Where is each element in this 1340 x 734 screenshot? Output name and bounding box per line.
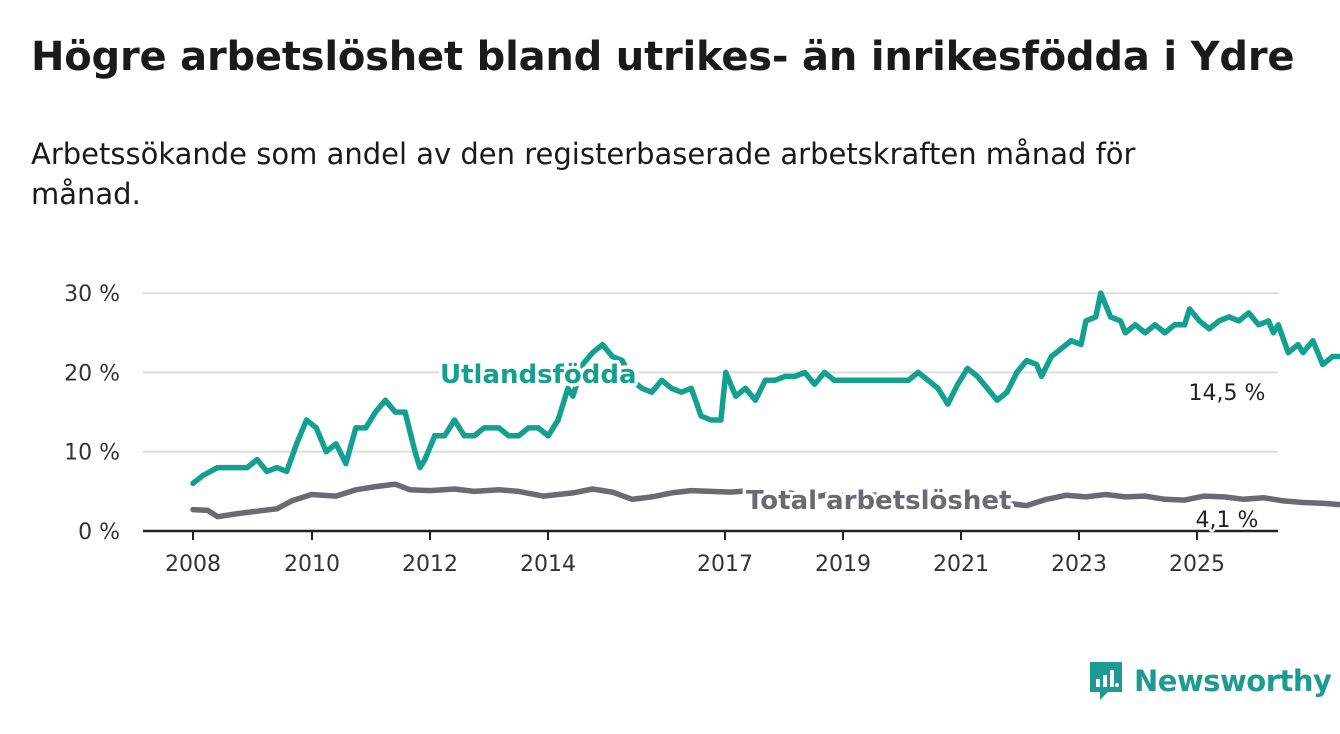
line-chart: 0 % 10 % 20 % 30 % 2008 2010 2012 2014 2017 2019…: [64, 282, 1340, 577]
series-label-total: Total arbetslöshet: [746, 486, 1011, 516]
x-tick-label: 2025: [1169, 552, 1225, 577]
y-axis: 0 % 10 % 20 % 30 %: [64, 282, 120, 545]
x-tick-label: 2012: [402, 552, 458, 577]
x-tick-label: 2021: [933, 552, 989, 577]
x-tick-label: 2014: [520, 552, 576, 577]
series-lines: [190, 290, 1340, 520]
y-tick-label: 20 %: [64, 361, 120, 386]
x-tick-label: 2008: [165, 552, 221, 577]
newsworthy-logo-icon: [1090, 662, 1122, 700]
y-tick-label: 10 %: [64, 441, 120, 466]
end-value-label-foreign_born: 14,5 %: [1189, 381, 1266, 406]
series-labels: Utlandsfödda Total arbetslöshet 14,5 % 4,1 …: [437, 357, 1268, 536]
x-tick-label: 2023: [1051, 552, 1107, 577]
series-line-total: [190, 481, 1340, 520]
gridlines: [143, 292, 1278, 533]
x-tick-label: 2017: [697, 552, 753, 577]
series-line-foreign_born: [190, 290, 1340, 487]
x-tick-label: 2010: [284, 552, 340, 577]
x-axis: 2008 2010 2012 2014 2017 2019 2021 2023 2025: [165, 531, 1225, 577]
chart-subtitle: Arbetssökande som andel av den registerb…: [31, 137, 1136, 211]
y-tick-label: 30 %: [64, 282, 120, 307]
brand-name: Newsworthy: [1134, 664, 1332, 698]
end-value-label-total: 4,1 %: [1196, 508, 1259, 533]
chart-title: Högre arbetslöshet bland utrikes- än inr…: [31, 34, 1295, 80]
x-tick-label: 2019: [815, 552, 871, 577]
newsworthy-brand: Newsworthy: [1088, 660, 1332, 702]
y-tick-label: 0 %: [78, 520, 120, 545]
series-label-foreign_born: Utlandsfödda: [440, 360, 637, 390]
